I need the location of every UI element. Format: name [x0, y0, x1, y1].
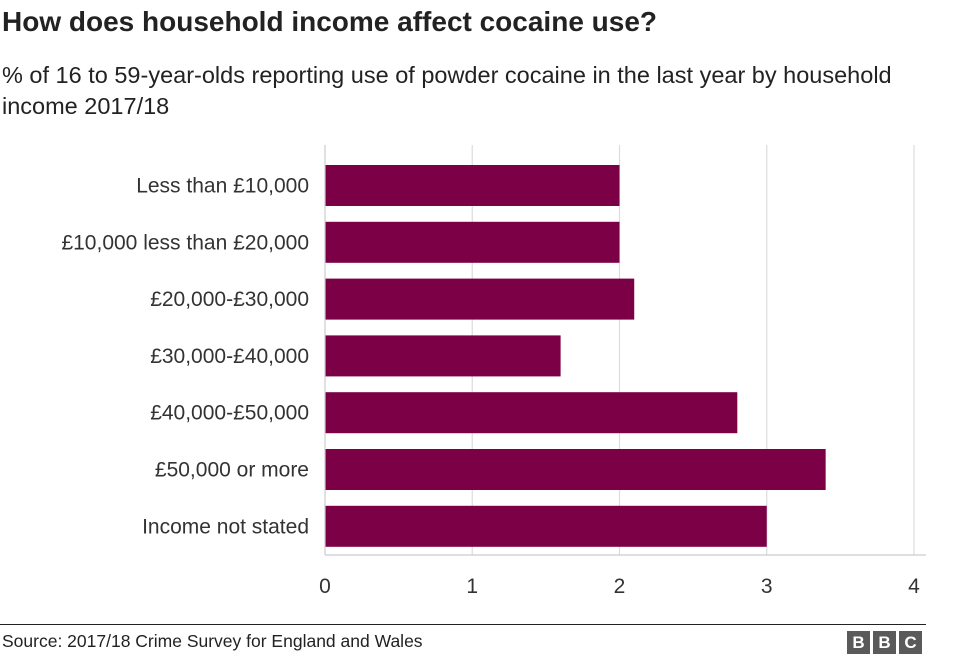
category-label: £50,000 or more — [155, 459, 309, 482]
footer-divider — [0, 624, 926, 625]
category-label: Less than £10,000 — [136, 175, 309, 198]
bar — [325, 221, 620, 263]
bar — [325, 449, 826, 490]
logo-letter: B — [873, 631, 896, 654]
x-tick-label: 0 — [319, 575, 331, 598]
category-label: £20,000-£30,000 — [150, 288, 309, 311]
chart-subtitle: % of 16 to 59-year-olds reporting use of… — [2, 62, 892, 119]
category-label: £40,000-£50,000 — [150, 402, 309, 425]
x-tick-label: 4 — [908, 575, 920, 598]
chart-title: How does household income affect cocaine… — [2, 6, 658, 37]
bar — [325, 505, 767, 547]
x-tick-label: 3 — [761, 575, 773, 598]
bar — [325, 335, 561, 377]
x-tick-label: 1 — [466, 575, 478, 598]
category-label: £30,000-£40,000 — [150, 345, 309, 368]
bar — [325, 392, 738, 434]
logo-letter: C — [899, 631, 922, 654]
bar — [325, 278, 635, 320]
bar — [325, 165, 620, 206]
x-tick-label: 2 — [614, 575, 626, 598]
category-label: Income not stated — [142, 515, 309, 538]
category-label: £10,000 less than £20,000 — [61, 231, 309, 254]
logo-letter: B — [847, 631, 870, 654]
bar-chart: 0 1 2 3 4 Less than £10,000 £10,000 less than … — [61, 145, 926, 598]
bbc-logo: B B C — [847, 631, 922, 654]
source-note: Source: 2017/18 Crime Survey for England… — [2, 631, 423, 651]
